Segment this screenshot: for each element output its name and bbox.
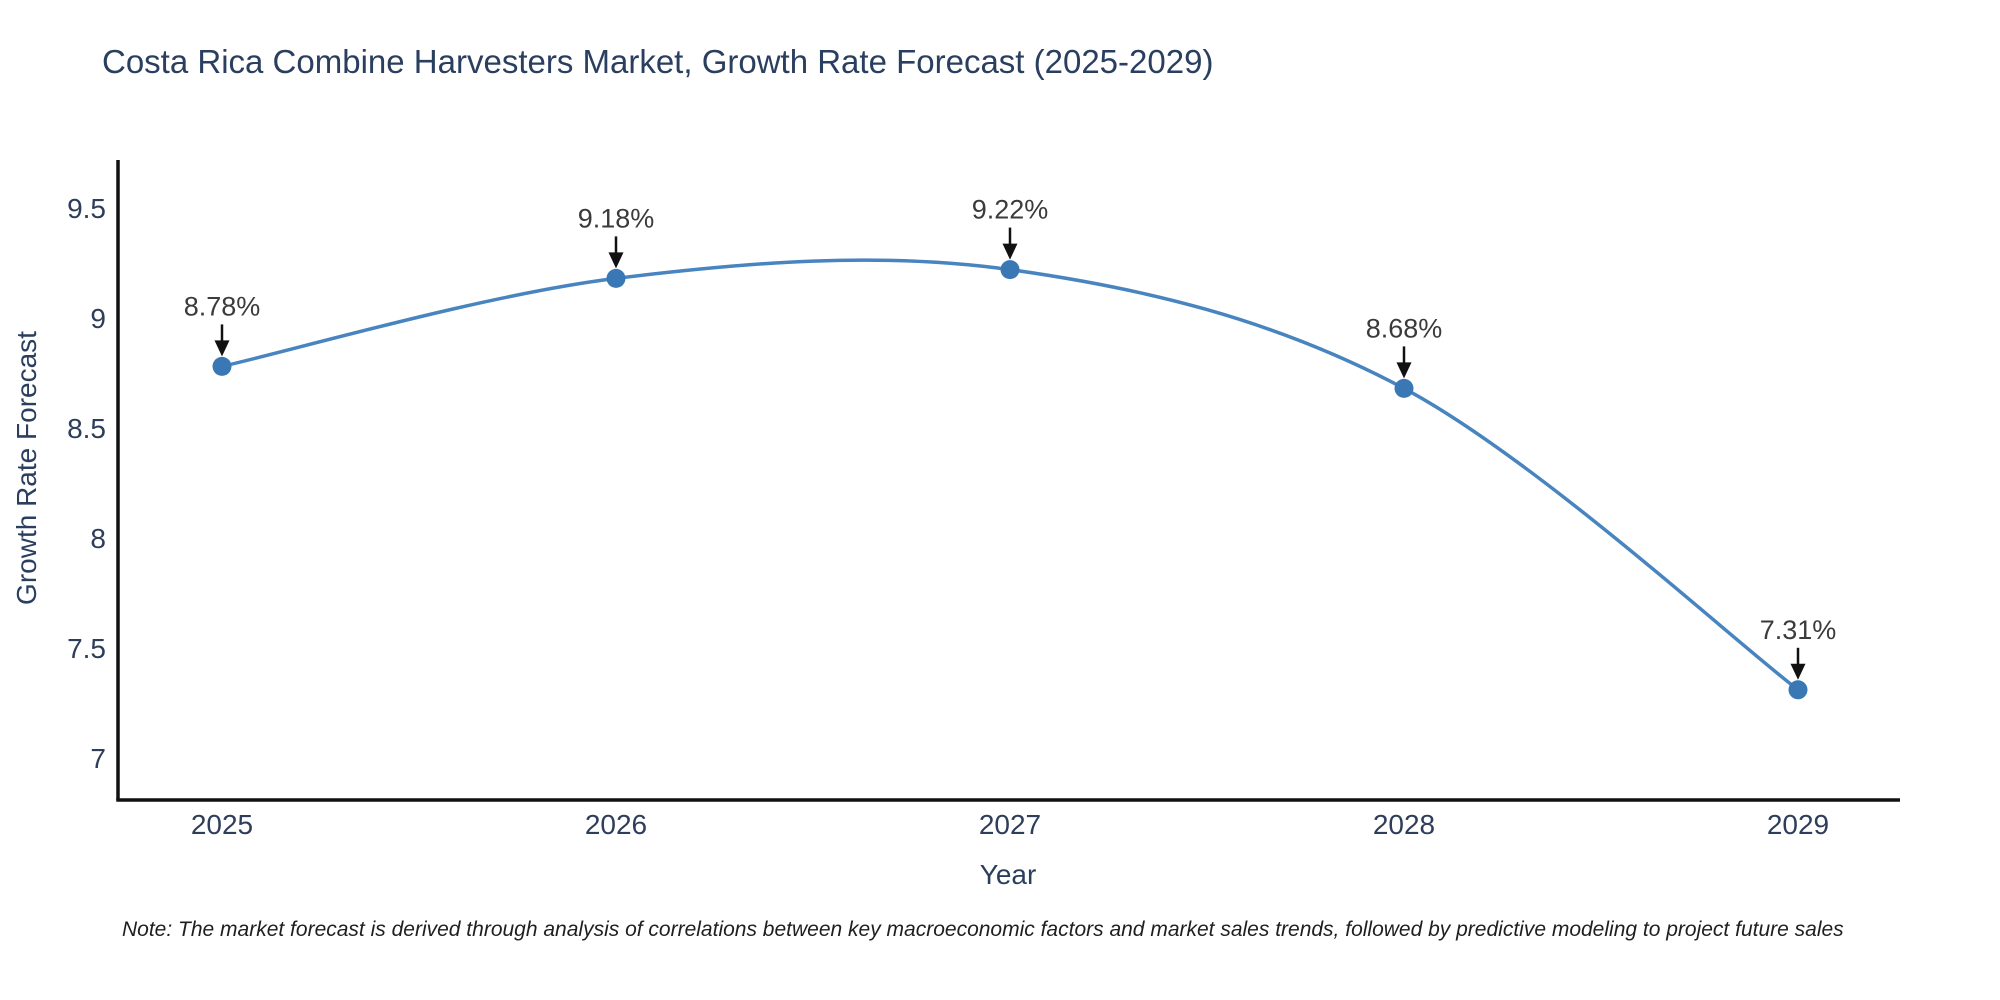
footnote: Note: The market forecast is derived thr…: [122, 918, 1844, 941]
x-tick-label: 2025: [191, 809, 253, 840]
point-annotation-label: 7.31%: [1760, 615, 1837, 645]
point-annotation-label: 9.22%: [972, 195, 1049, 225]
x-tick-label: 2026: [585, 809, 647, 840]
tick-labels: 7 7.5 8 8.5 9 9.5 2025 2026 2027 2028 2029: [67, 193, 1829, 840]
point-annotation-label: 8.78%: [184, 291, 261, 321]
data-point-marker[interactable]: [606, 268, 626, 288]
x-axis-title: Year: [979, 859, 1037, 890]
x-tick-label: 2029: [1767, 809, 1829, 840]
data-point-marker[interactable]: [212, 356, 232, 376]
annotation-arrow-head: [1002, 243, 1018, 260]
y-tick-label: 7: [90, 743, 106, 774]
x-tick-label: 2027: [979, 809, 1041, 840]
point-annotation-label: 9.18%: [578, 203, 655, 233]
y-tick-label: 7.5: [67, 633, 106, 664]
y-tick-label: 9: [90, 303, 106, 334]
line-series: [212, 258, 1808, 700]
annotation-arrow-head: [1790, 663, 1806, 680]
data-point-marker[interactable]: [1394, 378, 1414, 398]
data-point-marker[interactable]: [1000, 260, 1020, 280]
axes: [116, 160, 1900, 802]
y-tick-label: 8: [90, 523, 106, 554]
annotation-arrow-head: [608, 252, 624, 269]
data-point-marker[interactable]: [1788, 680, 1808, 700]
x-tick-label: 2028: [1373, 809, 1435, 840]
forecast-line: [220, 258, 1800, 692]
annotation-arrow-head: [214, 340, 230, 357]
point-annotations: 8.78% 9.18% 9.22% 8.68% 7.31%: [184, 195, 1837, 680]
point-annotation-label: 8.68%: [1366, 313, 1443, 343]
chart-title: Costa Rica Combine Harvesters Market, Gr…: [102, 43, 1214, 80]
y-tick-label: 8.5: [67, 413, 106, 444]
y-tick-label: 9.5: [67, 193, 106, 224]
annotation-arrow-head: [1396, 362, 1412, 379]
